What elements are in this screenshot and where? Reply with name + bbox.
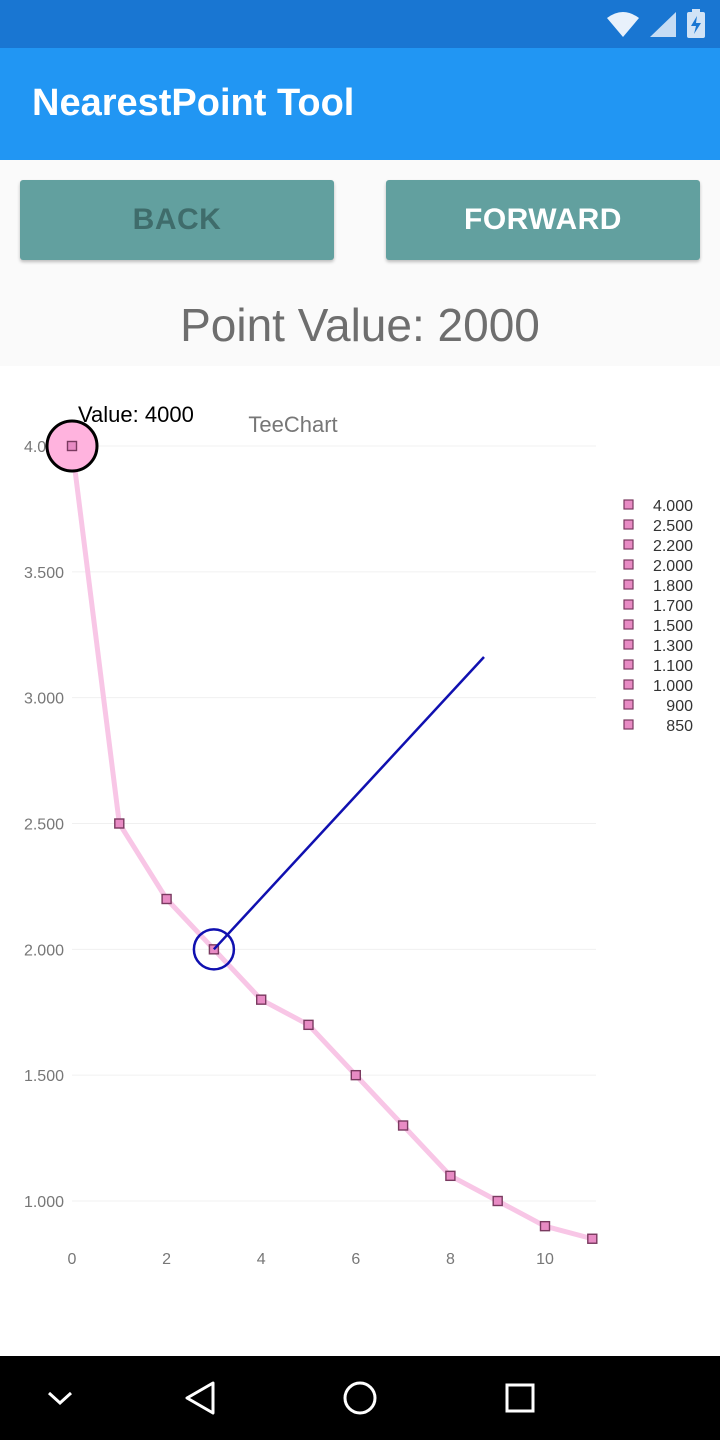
forward-button[interactable]: FORWARD [386,180,700,260]
legend-marker [623,719,634,730]
point-marker [161,893,172,905]
status-bar [0,0,720,48]
app-bar: NearestPoint Tool [0,48,720,160]
x-tick-label: 2 [162,1251,171,1268]
back-button[interactable]: BACK [20,180,334,260]
point-marker [587,1233,598,1244]
nav-home-button[interactable] [332,1370,388,1426]
recents-square-icon [505,1383,535,1413]
y-tick-label: 1.000 [24,1194,64,1211]
legend-marker [623,639,634,650]
nav-recents-button[interactable] [492,1370,548,1426]
nav-hide-button[interactable] [32,1370,88,1426]
legend-entry: 900 [666,698,693,715]
point-marker [350,1069,361,1081]
nearest-point-line [212,656,485,951]
x-tick-label: 10 [536,1251,554,1268]
annotation-label: Value: 4000 [78,402,194,427]
nearest-point-circle [192,928,236,971]
legend-entry: 1.800 [653,578,693,595]
nav-back-button[interactable] [172,1370,228,1426]
series-line [69,443,595,1242]
y-tick-label: 2.000 [24,942,64,959]
navigation-bar [0,1356,720,1440]
legend-entry: 1.700 [653,598,693,615]
legend-marker [623,519,634,530]
point-marker [445,1170,456,1182]
point-value-label: Point Value: 2000 [180,299,540,351]
legend-marker [623,599,634,610]
legend-marker [623,659,634,670]
legend-marker [623,619,634,630]
legend-marker [623,499,634,510]
chart-svg[interactable]: TeeChart 1.000 1.500 2.000 2.500 3.000 3.500 4.… [0,366,720,1356]
back-triangle-icon [185,1381,215,1415]
x-tick-label: 0 [68,1251,77,1268]
legend-entry: 1.000 [653,678,693,695]
legend-entry: 2.500 [653,518,693,535]
point-marker [303,1019,314,1031]
legend-entry: 4.000 [653,498,693,515]
legend-marker [623,559,634,570]
battery-charging-icon [687,9,705,38]
point-marker [539,1220,551,1232]
point-marker [66,440,78,452]
legend-entry: 1.100 [653,658,693,675]
y-tick-label: 1.500 [24,1068,64,1085]
legend-entry: 1.300 [653,638,693,655]
point-marker [492,1195,503,1207]
chevron-down-icon [47,1391,73,1406]
y-tick-label: 3.000 [24,691,64,708]
point-marker [256,994,267,1005]
signal-icon [650,12,676,37]
controls-panel: BACK FORWARD Point Value: 2000 [0,160,720,366]
point-marker [397,1120,409,1131]
legend-marker [623,579,634,590]
chart-area[interactable]: TeeChart 1.000 1.500 2.000 2.500 3.000 3.500 4.… [0,366,720,1356]
legend-entry: 1.500 [653,618,693,635]
wifi-icon [607,12,639,37]
legend-entry: 2.000 [653,558,693,575]
x-tick-label: 6 [351,1251,360,1268]
status-icons [606,8,706,40]
x-tick-label: 4 [257,1251,266,1268]
legend-marker [623,539,634,550]
y-tick-label: 2.500 [24,817,64,834]
app-title: NearestPoint Tool [32,82,355,124]
home-circle-icon [343,1381,377,1415]
y-tick-label: 3.500 [24,565,64,582]
x-tick-label: 8 [446,1251,455,1268]
point-marker [114,818,125,829]
chart-title: TeeChart [248,412,337,437]
legend-entry: 850 [666,718,693,735]
legend-marker [623,679,634,690]
legend-entry: 2.200 [653,538,693,555]
legend-marker [623,699,634,710]
